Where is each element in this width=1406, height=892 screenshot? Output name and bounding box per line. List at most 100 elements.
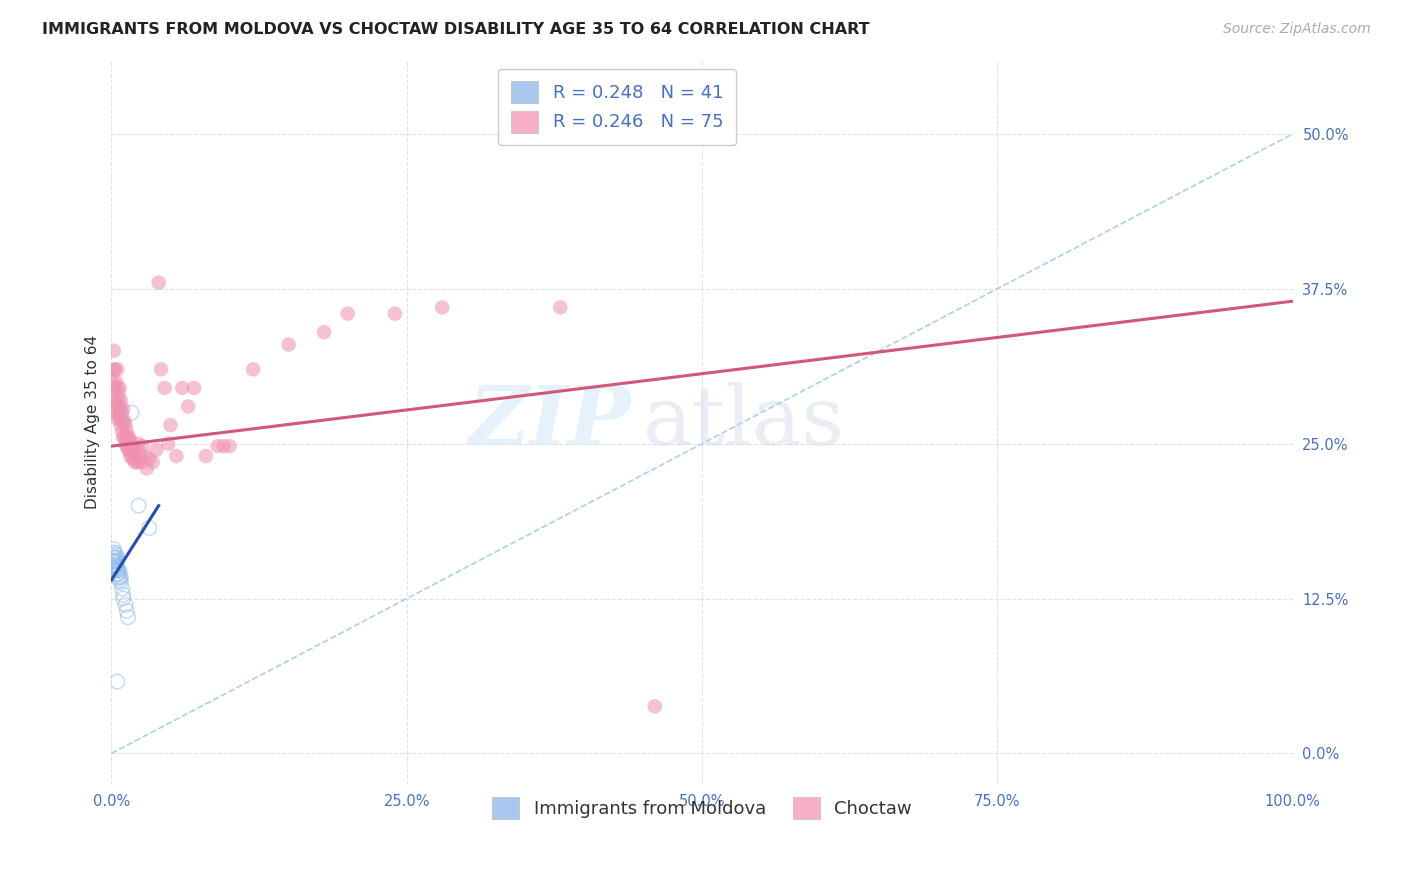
Point — [105, 550, 128, 565]
Point — [112, 414, 135, 428]
Point — [110, 575, 132, 590]
Point — [105, 362, 128, 376]
Point — [118, 430, 141, 444]
Point — [104, 362, 127, 376]
Point — [183, 381, 205, 395]
Point — [142, 455, 165, 469]
Point — [105, 558, 128, 573]
Point — [159, 418, 181, 433]
Point — [128, 499, 150, 513]
Point — [336, 307, 359, 321]
Point — [108, 564, 131, 578]
Point — [104, 550, 127, 565]
Point — [105, 412, 128, 426]
Y-axis label: Disability Age 35 to 64: Disability Age 35 to 64 — [86, 335, 100, 509]
Point — [384, 307, 406, 321]
Point — [128, 449, 150, 463]
Point — [194, 449, 217, 463]
Point — [110, 418, 132, 433]
Point — [112, 430, 135, 444]
Point — [105, 548, 128, 562]
Point — [115, 604, 138, 618]
Point — [242, 362, 264, 376]
Point — [108, 381, 131, 395]
Point — [104, 400, 127, 414]
Point — [108, 573, 131, 587]
Point — [112, 591, 135, 606]
Point — [108, 400, 131, 414]
Point — [121, 439, 143, 453]
Point — [101, 548, 124, 562]
Point — [101, 554, 124, 568]
Point — [107, 570, 129, 584]
Point — [127, 455, 149, 469]
Point — [111, 406, 134, 420]
Point — [129, 455, 152, 469]
Point — [101, 560, 124, 574]
Point — [103, 550, 125, 565]
Point — [104, 381, 127, 395]
Point — [107, 387, 129, 401]
Point — [644, 699, 666, 714]
Point — [105, 381, 128, 395]
Point — [277, 337, 299, 351]
Point — [117, 430, 139, 444]
Point — [218, 439, 240, 453]
Text: IMMIGRANTS FROM MOLDOVA VS CHOCTAW DISABILITY AGE 35 TO 64 CORRELATION CHART: IMMIGRANTS FROM MOLDOVA VS CHOCTAW DISAB… — [42, 22, 870, 37]
Point — [103, 393, 125, 408]
Point — [145, 442, 167, 457]
Point — [103, 362, 125, 376]
Point — [105, 563, 128, 577]
Point — [108, 569, 131, 583]
Point — [131, 439, 153, 453]
Point — [121, 451, 143, 466]
Point — [122, 449, 145, 463]
Point — [111, 582, 134, 596]
Point — [157, 436, 180, 450]
Point — [104, 560, 127, 574]
Point — [114, 598, 136, 612]
Text: atlas: atlas — [643, 382, 845, 462]
Point — [121, 442, 143, 457]
Point — [121, 406, 143, 420]
Point — [153, 381, 176, 395]
Point — [110, 393, 132, 408]
Point — [148, 276, 170, 290]
Point — [114, 436, 136, 450]
Point — [103, 343, 125, 358]
Point — [105, 553, 128, 567]
Point — [105, 674, 128, 689]
Point — [150, 362, 173, 376]
Point — [207, 439, 229, 453]
Point — [108, 412, 131, 426]
Point — [135, 461, 157, 475]
Point — [104, 554, 127, 568]
Point — [111, 425, 134, 439]
Point — [104, 546, 127, 560]
Point — [165, 449, 187, 463]
Point — [172, 381, 194, 395]
Text: Source: ZipAtlas.com: Source: ZipAtlas.com — [1223, 22, 1371, 37]
Point — [103, 558, 125, 573]
Text: ZIP: ZIP — [468, 382, 631, 462]
Point — [117, 442, 139, 457]
Point — [105, 563, 128, 577]
Point — [138, 451, 160, 466]
Point — [110, 570, 132, 584]
Point — [120, 434, 142, 449]
Point — [124, 455, 146, 469]
Point — [105, 560, 128, 574]
Legend: Immigrants from Moldova, Choctaw: Immigrants from Moldova, Choctaw — [485, 789, 920, 826]
Point — [125, 442, 148, 457]
Point — [104, 558, 127, 573]
Point — [112, 588, 135, 602]
Point — [212, 439, 235, 453]
Point — [128, 436, 150, 450]
Point — [548, 301, 571, 315]
Point — [107, 566, 129, 581]
Point — [103, 546, 125, 560]
Point — [112, 414, 135, 428]
Point — [105, 393, 128, 408]
Point — [112, 402, 135, 417]
Point — [177, 400, 200, 414]
